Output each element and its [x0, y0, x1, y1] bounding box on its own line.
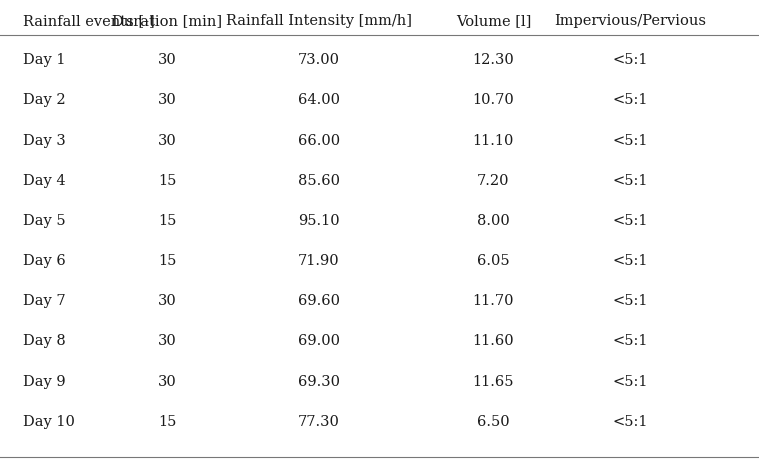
Text: 71.90: 71.90 [298, 254, 339, 268]
Text: <5:1: <5:1 [613, 294, 647, 308]
Text: <5:1: <5:1 [613, 174, 647, 188]
Text: 15: 15 [158, 214, 176, 228]
Text: <5:1: <5:1 [613, 93, 647, 107]
Text: 11.70: 11.70 [473, 294, 514, 308]
Text: Day 4: Day 4 [23, 174, 65, 188]
Text: 30: 30 [158, 53, 176, 67]
Text: 11.10: 11.10 [473, 134, 514, 147]
Text: Rainfall Intensity [mm/h]: Rainfall Intensity [mm/h] [225, 14, 412, 28]
Text: Day 9: Day 9 [23, 375, 65, 389]
Text: <5:1: <5:1 [613, 415, 647, 429]
Text: 11.60: 11.60 [473, 334, 514, 348]
Text: 15: 15 [158, 174, 176, 188]
Text: Rainfall events [-]: Rainfall events [-] [23, 14, 155, 28]
Text: Day 8: Day 8 [23, 334, 65, 348]
Text: Duration [min]: Duration [min] [112, 14, 222, 28]
Text: Day 3: Day 3 [23, 134, 65, 147]
Text: 95.10: 95.10 [298, 214, 339, 228]
Text: 30: 30 [158, 134, 176, 147]
Text: 15: 15 [158, 254, 176, 268]
Text: 30: 30 [158, 375, 176, 389]
Text: 69.30: 69.30 [298, 375, 340, 389]
Text: Day 5: Day 5 [23, 214, 65, 228]
Text: <5:1: <5:1 [613, 214, 647, 228]
Text: Day 7: Day 7 [23, 294, 65, 308]
Text: 73.00: 73.00 [298, 53, 340, 67]
Text: 69.00: 69.00 [298, 334, 340, 348]
Text: <5:1: <5:1 [613, 334, 647, 348]
Text: 11.65: 11.65 [473, 375, 514, 389]
Text: 85.60: 85.60 [298, 174, 340, 188]
Text: 66.00: 66.00 [298, 134, 340, 147]
Text: 30: 30 [158, 294, 176, 308]
Text: <5:1: <5:1 [613, 375, 647, 389]
Text: Day 2: Day 2 [23, 93, 65, 107]
Text: 12.30: 12.30 [472, 53, 515, 67]
Text: 30: 30 [158, 93, 176, 107]
Text: 30: 30 [158, 334, 176, 348]
Text: Impervious/Pervious: Impervious/Pervious [554, 14, 706, 28]
Text: Day 10: Day 10 [23, 415, 74, 429]
Text: <5:1: <5:1 [613, 254, 647, 268]
Text: 15: 15 [158, 415, 176, 429]
Text: <5:1: <5:1 [613, 134, 647, 147]
Text: 6.05: 6.05 [477, 254, 509, 268]
Text: 8.00: 8.00 [477, 214, 510, 228]
Text: 77.30: 77.30 [298, 415, 340, 429]
Text: Day 6: Day 6 [23, 254, 65, 268]
Text: 6.50: 6.50 [477, 415, 509, 429]
Text: Volume [l]: Volume [l] [455, 14, 531, 28]
Text: 69.60: 69.60 [298, 294, 340, 308]
Text: 10.70: 10.70 [472, 93, 515, 107]
Text: Day 1: Day 1 [23, 53, 65, 67]
Text: 7.20: 7.20 [477, 174, 509, 188]
Text: <5:1: <5:1 [613, 53, 647, 67]
Text: 64.00: 64.00 [298, 93, 340, 107]
